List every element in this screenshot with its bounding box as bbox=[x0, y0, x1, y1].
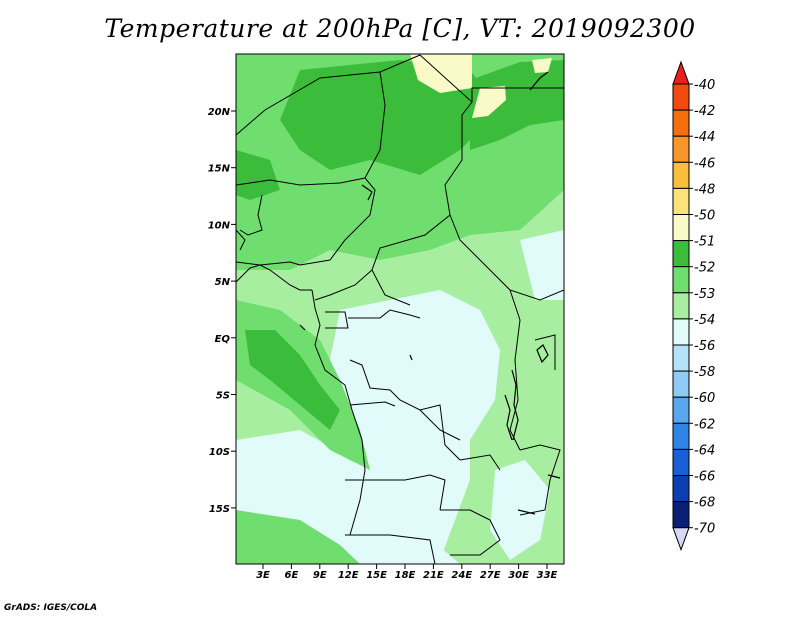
map-title: Temperature at 200hPa [C], VT: 201909230… bbox=[104, 14, 696, 43]
lon-label-12E: 12E bbox=[338, 570, 359, 581]
colorbar-label--70: -70 bbox=[694, 522, 715, 537]
colorbar-label--54: -54 bbox=[694, 313, 715, 328]
colorbar-segment bbox=[672, 83, 690, 111]
colorbar-label--50: -50 bbox=[694, 209, 715, 224]
colorbar-top-triangle bbox=[672, 60, 690, 85]
colorbar-label--46: -46 bbox=[694, 156, 715, 171]
lat-label-15S: 15S bbox=[209, 504, 230, 515]
lon-label-18E: 18E bbox=[395, 570, 416, 581]
lat-label-EQ: EQ bbox=[215, 334, 231, 345]
colorbar-segment bbox=[672, 344, 690, 372]
lon-label-3E: 3E bbox=[256, 570, 270, 581]
field-minus-51-east bbox=[532, 58, 552, 73]
colorbar-segment bbox=[672, 109, 690, 137]
colorbar-segment bbox=[672, 475, 690, 503]
colorbar-label--52: -52 bbox=[694, 261, 715, 276]
lon-label-27E: 27E bbox=[480, 570, 501, 581]
grads-credit: GrADS: IGES/COLA bbox=[4, 603, 98, 613]
lon-label-6E: 6E bbox=[285, 570, 299, 581]
colorbar-segment bbox=[672, 370, 690, 398]
colorbar-label--66: -66 bbox=[694, 470, 715, 485]
lon-label-21E: 21E bbox=[423, 570, 444, 581]
colorbar-segment bbox=[672, 448, 690, 476]
colorbar-segment bbox=[672, 422, 690, 450]
colorbar-segment bbox=[672, 161, 690, 189]
field-minus-56-congo bbox=[330, 290, 500, 560]
colorbar: -40 -42 -44 -46 -48 -50 -51 -52 -53 -54 -56 -58 -60 -… bbox=[672, 60, 715, 552]
lat-label-15N: 15N bbox=[208, 164, 231, 175]
colorbar-segment bbox=[672, 266, 690, 294]
colorbar-label--48: -48 bbox=[694, 182, 715, 197]
lat-label-20N: 20N bbox=[208, 107, 231, 118]
colorbar-bottom-triangle bbox=[672, 527, 690, 552]
map-panel: 3E 6E 9E 12E 15E 18E 21E 24E 27E 30E 33E 20N 15N 10N… bbox=[208, 53, 565, 581]
field-minus-52-west bbox=[236, 150, 280, 200]
colorbar-label--53: -53 bbox=[694, 287, 715, 302]
colorbar-segment bbox=[672, 214, 690, 242]
field-minus-52-ne bbox=[470, 60, 564, 150]
colorbar-label--56: -56 bbox=[694, 339, 715, 354]
colorbar-label--42: -42 bbox=[694, 104, 715, 119]
lat-label-10S: 10S bbox=[209, 447, 230, 458]
colorbar-label--58: -58 bbox=[694, 365, 715, 380]
colorbar-label--64: -64 bbox=[694, 443, 715, 458]
field-minus-51-ne bbox=[472, 86, 506, 118]
lon-label-15E: 15E bbox=[366, 570, 387, 581]
colorbar-label--68: -68 bbox=[694, 496, 715, 511]
lat-label-5N: 5N bbox=[215, 277, 231, 288]
field-minus-53-sw bbox=[236, 510, 360, 564]
colorbar-segment bbox=[672, 396, 690, 424]
lat-label-10N: 10N bbox=[208, 220, 231, 231]
lon-label-33E: 33E bbox=[537, 570, 558, 581]
colorbar-segment bbox=[672, 135, 690, 163]
field-minus-52-gulf bbox=[245, 330, 340, 430]
country-borders bbox=[236, 54, 564, 564]
lon-label-24E: 24E bbox=[451, 570, 472, 581]
colorbar-label--44: -44 bbox=[694, 130, 715, 145]
colorbar-segment bbox=[672, 501, 690, 529]
temperature-field bbox=[236, 54, 564, 564]
lon-label-30E: 30E bbox=[508, 570, 529, 581]
colorbar-label--60: -60 bbox=[694, 391, 715, 406]
colorbar-segment bbox=[672, 318, 690, 346]
map-frame bbox=[235, 53, 565, 565]
lat-label-5S: 5S bbox=[216, 391, 230, 402]
field-minus-56-east bbox=[520, 230, 564, 300]
colorbar-segment bbox=[672, 292, 690, 320]
colorbar-segment bbox=[672, 240, 690, 268]
colorbar-label--40: -40 bbox=[694, 78, 715, 93]
colorbar-label--51: -51 bbox=[694, 235, 715, 250]
longitude-axis: 3E 6E 9E 12E 15E 18E 21E 24E 27E 30E 33E bbox=[256, 564, 558, 581]
lon-label-9E: 9E bbox=[313, 570, 327, 581]
lakes bbox=[299, 71, 561, 515]
latitude-axis: 20N 15N 10N 5N EQ 5S 10S 15S bbox=[208, 107, 236, 515]
colorbar-label--62: -62 bbox=[694, 417, 715, 432]
colorbar-segment bbox=[672, 187, 690, 215]
